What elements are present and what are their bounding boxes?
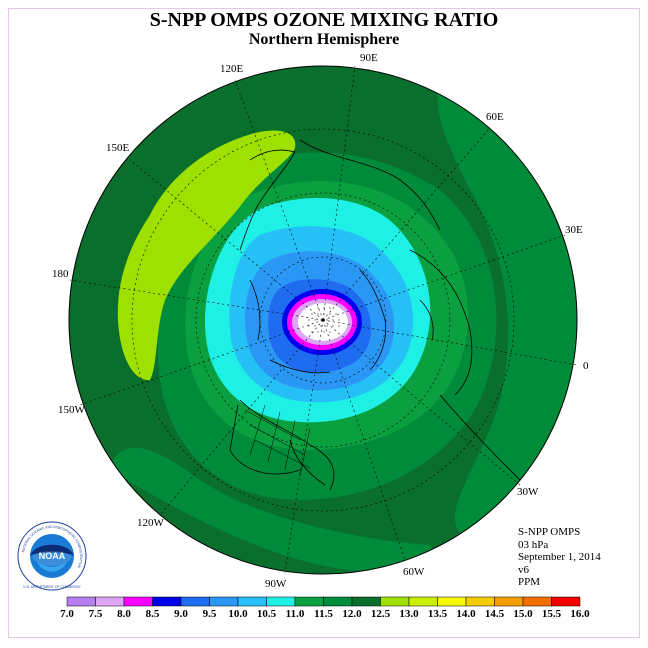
lon-label-30w: 30W — [517, 486, 539, 498]
colorbar-swatch — [209, 596, 239, 607]
field-12-5 — [117, 130, 296, 381]
colorbar-swatch — [465, 596, 495, 607]
plot-frame — [8, 8, 640, 638]
colorbar-swatch — [266, 596, 296, 607]
info-level: 03 hPa — [518, 538, 549, 551]
colorbar-tick-label: 11.5 — [314, 608, 333, 620]
lon-label-180: 180 — [52, 268, 69, 280]
colorbar-tick-label: 14.5 — [484, 608, 505, 620]
colorbar-tick-label: 15.5 — [541, 608, 562, 620]
lon-label-150w: 150W — [58, 404, 85, 416]
colorbar-tick-label: 13.5 — [427, 608, 448, 620]
lon-label-60e: 60E — [486, 111, 504, 123]
colorbar-swatch — [522, 596, 552, 607]
colorbar-tick-label: 11.0 — [285, 608, 305, 620]
graticule — [69, 65, 578, 574]
colorbar-tick-label: 10.5 — [256, 608, 277, 620]
colorbar-tick-label: 7.5 — [88, 608, 103, 620]
colorbar-tick-label: 7.0 — [60, 608, 74, 620]
colorbar-swatch — [152, 596, 182, 607]
colorbar-swatch — [95, 596, 125, 607]
colorbar-tick-label: 14.0 — [456, 608, 476, 620]
noaa-logo-text: NOAA — [39, 551, 66, 561]
colorbar-tick-label: 12.5 — [370, 608, 391, 620]
page-subtitle: Northern Hemisphere — [248, 31, 400, 48]
lon-label-120e: 120E — [220, 63, 244, 75]
colorbar-swatch — [380, 596, 410, 607]
colorbar-tick-label: 12.0 — [342, 608, 362, 620]
colorbar-swatch — [494, 596, 524, 607]
colorbar — [66, 596, 581, 607]
lon-label-30e: 30E — [565, 224, 583, 236]
colorbar-swatch — [237, 596, 267, 607]
page-title: S-NPP OMPS OZONE MIXING RATIO — [149, 9, 499, 31]
info-date: September 1, 2014 — [518, 551, 601, 563]
colorbar-swatch — [551, 596, 581, 607]
colorbar-swatch — [323, 596, 353, 607]
colorbar-swatch — [66, 596, 96, 607]
noaa-logo-bottom-text: U.S. DEPARTMENT OF COMMERCE — [23, 585, 81, 589]
lon-label-90w: 90W — [265, 578, 287, 590]
colorbar-swatch — [180, 596, 210, 607]
lon-label-90e: 90E — [360, 52, 378, 64]
colorbar-tick-label: 16.0 — [570, 608, 590, 620]
colorbar-tick-label: 8.0 — [117, 608, 131, 620]
colorbar-swatch — [437, 596, 467, 607]
colorbar-tick-label: 9.5 — [202, 608, 217, 620]
info-version: v6 — [518, 563, 529, 576]
colorbar-tick-label: 9.0 — [174, 608, 188, 620]
colorbar-tick-label: 10.0 — [228, 608, 248, 620]
lon-label-60w: 60W — [403, 566, 425, 578]
colorbar-tick-label: 8.5 — [145, 608, 160, 620]
us-state-lines — [244, 404, 311, 477]
info-units: PPM — [518, 576, 541, 588]
lon-label-150e: 150E — [106, 142, 130, 154]
noaa-logo: NOAA NATIONAL OCEANIC AND ATMOSPHERIC AD… — [17, 521, 87, 591]
lon-label-120w: 120W — [137, 517, 164, 529]
colorbar-swatch — [351, 596, 381, 607]
colorbar-tick-label: 15.0 — [513, 608, 533, 620]
colorbar-tick-label: 13.0 — [399, 608, 419, 620]
field-11-5-right — [437, 78, 577, 540]
lon-label-0: 0 — [583, 360, 589, 372]
colorbar-swatch — [123, 596, 153, 607]
colorbar-swatch — [294, 596, 324, 607]
map-boundary — [68, 65, 578, 575]
info-block: S-NPP OMPS 03 hPa September 1, 2014 v6 P… — [518, 526, 601, 589]
info-instrument: S-NPP OMPS — [518, 526, 581, 538]
colorbar-swatch — [408, 596, 438, 607]
